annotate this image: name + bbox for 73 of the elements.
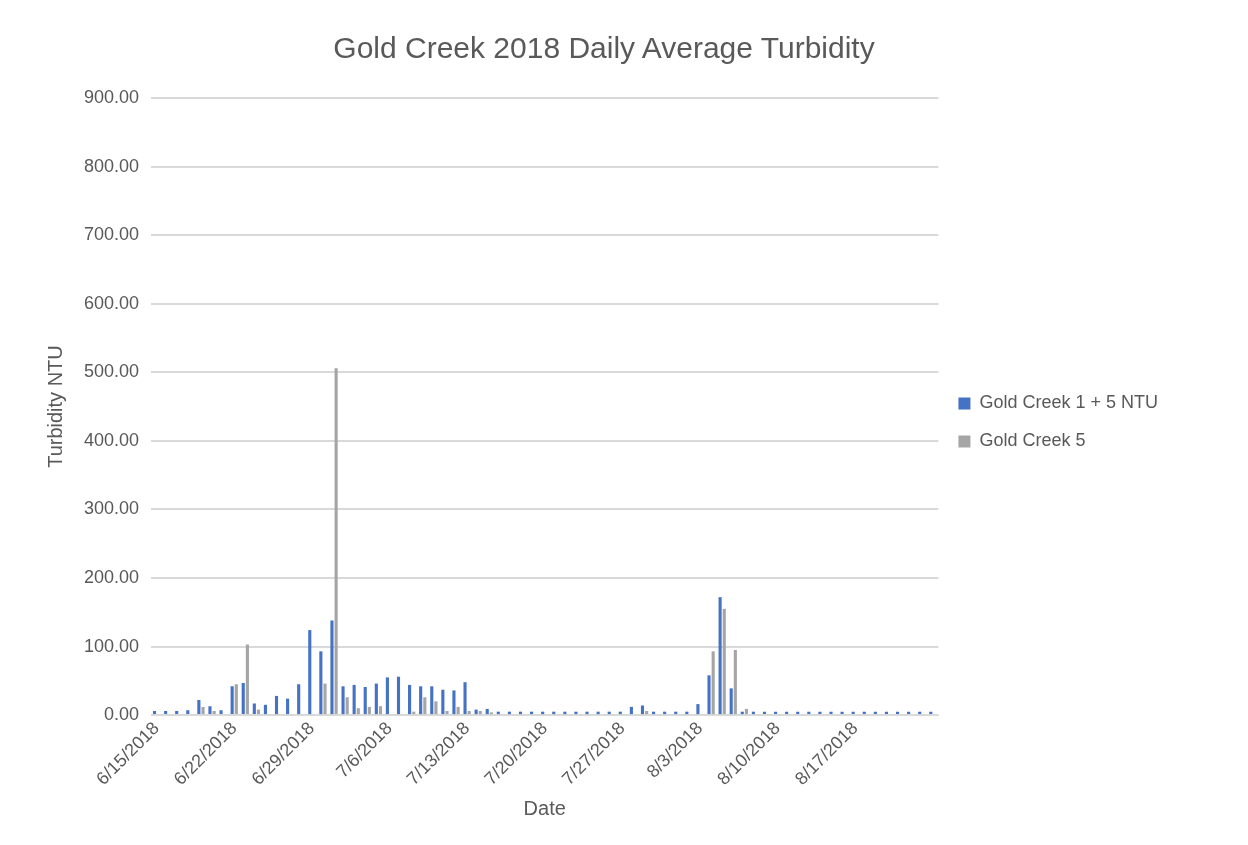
bar — [323, 683, 327, 715]
y-tick-label: 100.00 — [83, 635, 140, 656]
bar — [430, 686, 434, 715]
bar — [341, 686, 345, 715]
bar — [478, 710, 482, 715]
bar — [201, 706, 205, 715]
bar — [629, 706, 633, 715]
bar — [367, 706, 371, 715]
bar — [334, 368, 338, 715]
bar — [212, 710, 216, 715]
bar — [219, 710, 223, 715]
bar — [308, 630, 312, 715]
bar — [245, 644, 249, 715]
bar — [441, 689, 445, 715]
y-tick-label: 500.00 — [83, 361, 140, 382]
bar — [408, 684, 412, 715]
bar — [241, 682, 245, 715]
bar — [352, 684, 356, 715]
y-tick-label: 800.00 — [83, 155, 140, 176]
bar — [744, 708, 748, 715]
bar — [252, 703, 256, 715]
x-axis-title: Date — [523, 796, 566, 819]
bar — [485, 708, 489, 715]
bar — [374, 683, 378, 715]
bar — [378, 706, 383, 715]
bar — [396, 676, 401, 715]
bar — [164, 710, 168, 715]
bar — [585, 711, 589, 715]
legend-label: Gold Creek 5 — [979, 430, 1086, 451]
bar — [718, 597, 722, 715]
bar — [197, 700, 201, 715]
bar — [463, 682, 467, 715]
bar — [456, 706, 460, 715]
bar — [434, 701, 438, 715]
y-axis-title: Turbidity NTU — [43, 345, 66, 468]
bar — [423, 697, 427, 715]
bar — [452, 690, 456, 715]
legend-label: Gold Creek 1 + 5 NTU — [979, 392, 1159, 413]
bar — [363, 686, 367, 715]
bar — [345, 697, 349, 715]
bar — [696, 704, 700, 715]
bar — [711, 651, 715, 715]
chart-title: Gold Creek 2018 Daily Average Turbidity — [333, 31, 875, 65]
bar — [175, 710, 179, 715]
bar — [234, 684, 238, 715]
y-tick-label: 900.00 — [83, 86, 140, 107]
y-tick-label: 600.00 — [83, 292, 140, 313]
bar — [274, 695, 279, 715]
bar — [467, 710, 471, 715]
bar — [230, 686, 234, 715]
y-tick-label: 300.00 — [83, 498, 140, 519]
bar — [330, 620, 334, 715]
bar — [286, 698, 290, 715]
bar — [445, 710, 449, 715]
bar — [297, 684, 301, 715]
bar — [729, 688, 733, 715]
y-tick-label: 0.00 — [104, 704, 140, 725]
bar — [385, 677, 389, 715]
bar — [186, 710, 190, 715]
bar — [722, 608, 726, 715]
bar — [152, 710, 157, 715]
bar — [733, 649, 737, 715]
y-tick-label: 400.00 — [83, 429, 140, 450]
bar — [419, 686, 423, 715]
bar — [707, 675, 711, 715]
y-tick-label: 200.00 — [83, 566, 140, 587]
bar — [208, 706, 212, 715]
bar — [645, 710, 649, 715]
bar — [829, 711, 833, 715]
bar — [263, 704, 267, 715]
bar — [319, 651, 323, 715]
bar — [356, 708, 360, 715]
y-tick-label: 700.00 — [83, 224, 140, 245]
